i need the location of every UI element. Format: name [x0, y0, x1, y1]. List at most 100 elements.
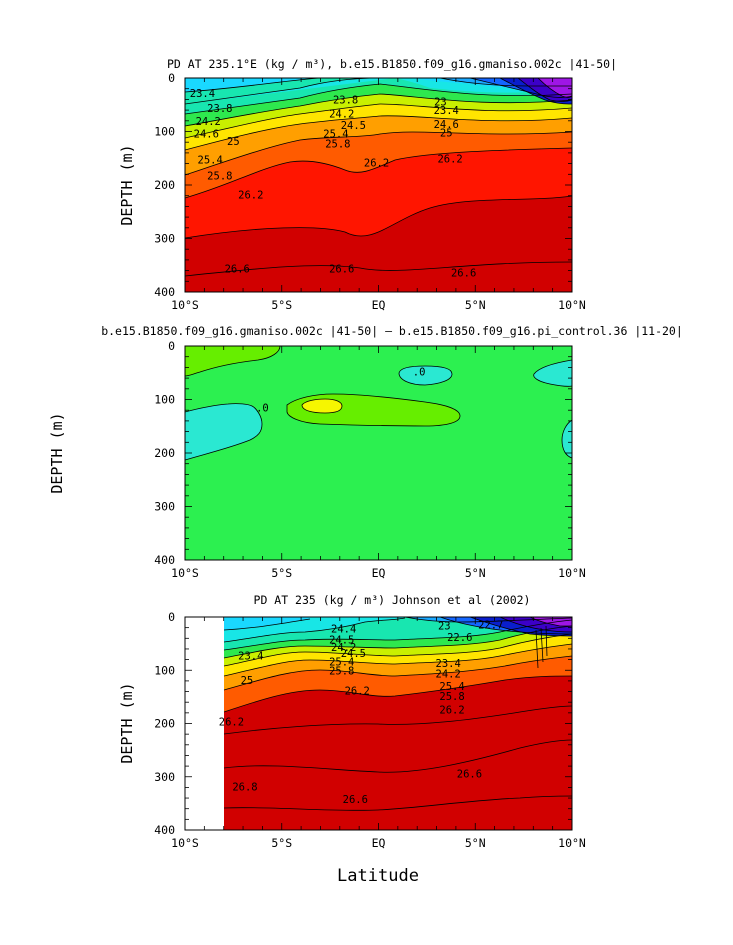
panel-3-contour-line — [223, 643, 572, 677]
y-tick-label: 200 — [154, 446, 175, 460]
contour-label: .0 — [256, 403, 269, 415]
panel-3-contour-line — [223, 633, 572, 667]
panel-1-contour-line — [185, 78, 321, 93]
band3-light-blue — [224, 617, 310, 630]
contour-label: 25.8 — [329, 665, 354, 677]
contour-label: 24.2 — [329, 108, 354, 120]
y-tick-label: 0 — [168, 339, 175, 353]
y-tick-label: 100 — [154, 663, 175, 677]
panel-3-contour-line — [499, 617, 572, 633]
diff-region-north-cyan — [398, 365, 453, 386]
panel-1-contour-lines — [185, 78, 572, 277]
panel-1-ticks: 10°S 5°S EQ 5°N 10°N 0 100 200 300 400 — [154, 71, 586, 312]
panel-1-contour-line — [185, 93, 572, 127]
x-tick-label: EQ — [372, 298, 386, 312]
contour-label: 25.4 — [439, 681, 464, 693]
y-tick-label: 200 — [154, 178, 175, 192]
panel-1: PD AT 235.1°E (kg / m³), b.e15.B1850.f09… — [118, 57, 617, 312]
diff-region-north-lime — [185, 346, 281, 377]
x-tick-label: EQ — [372, 566, 386, 580]
contour-label: 25.8 — [439, 691, 464, 703]
x-tick-label: 10°N — [558, 836, 586, 850]
diff-region-yellow — [301, 398, 343, 414]
contour-label: 25.4 — [329, 657, 354, 669]
panel-1-contour-line — [185, 147, 572, 199]
panel-3-contour-line — [223, 617, 406, 643]
panel-3-contour-line — [223, 618, 311, 631]
y-tick-label: 100 — [154, 393, 175, 407]
contour-label: 26.2 — [364, 158, 389, 170]
contour-label: 23.4 — [238, 650, 263, 662]
contour-label: 25.8 — [325, 138, 350, 150]
contour-label: 24.6 — [434, 119, 459, 131]
contour-label: 26.6 — [225, 263, 250, 275]
panel-3-contour-lines — [223, 617, 572, 811]
contour-label: 23.8 — [207, 103, 232, 115]
panel-1-title: PD AT 235.1°E (kg / m³), b.e15.B1850.f09… — [167, 57, 617, 71]
panel-1-contour-line — [185, 261, 572, 277]
diff-region-west — [185, 403, 263, 461]
y-tick-label: 200 — [154, 717, 175, 731]
contour-label: 23.4 — [436, 658, 461, 670]
panel-1-ylabel: DEPTH (m) — [118, 144, 136, 225]
panel-3-contour-line — [223, 705, 572, 735]
contour-label: 22.6 — [447, 632, 472, 644]
y-tick-label: 400 — [154, 553, 175, 567]
x-tick-label: 10°N — [558, 566, 586, 580]
contour-label: 24.2 — [196, 116, 221, 128]
panel-2: b.e15.B1850.f09_g16.gmaniso.002c |41-50|… — [48, 324, 683, 580]
y-tick-label: 300 — [154, 770, 175, 784]
contour-label: 26.2 — [219, 716, 244, 728]
contour-label: 25 — [241, 675, 254, 687]
x-tick-label: 10°S — [171, 566, 199, 580]
x-axis-label: Latitude — [337, 866, 419, 886]
contour-label: 24.5 — [329, 634, 354, 646]
panel-3-contour-line — [469, 617, 572, 637]
panel-1-contour-line — [185, 115, 572, 151]
diff-region-east-lower — [561, 419, 572, 459]
contour-label: 22.7 — [478, 619, 503, 631]
contour-label: 26.6 — [343, 794, 368, 806]
panel-1-contour-line — [185, 103, 572, 139]
contour-label: 24.4 — [331, 624, 356, 636]
panel-1-contour-line — [185, 78, 381, 105]
contour-label: 26.8 — [232, 781, 257, 793]
x-tick-label: 5°N — [465, 566, 486, 580]
contour-label: 25.4 — [198, 154, 223, 166]
panel-3-contour-line — [223, 625, 572, 659]
x-tick-label: 10°N — [558, 298, 586, 312]
contour-label: 24.5 — [341, 648, 366, 660]
panel-2-plot-area: .0 .0 — [185, 346, 572, 560]
panel-3-contour-line — [223, 739, 572, 773]
contour-label: 25.8 — [207, 170, 232, 182]
contour-label: 26.2 — [238, 190, 263, 202]
panel-3-ticks: 10°S 5°S EQ 5°N 10°N 0 100 200 300 400 — [154, 610, 586, 850]
contour-label: 26.6 — [329, 263, 354, 275]
contour-label: 24.2 — [436, 668, 461, 680]
panel-2-ylabel: DEPTH (m) — [48, 412, 66, 493]
x-tick-label: 10°S — [171, 298, 199, 312]
panel-1-contour-line — [185, 83, 572, 115]
contour-label: 23 — [434, 97, 447, 109]
diff-region-east-upper — [533, 359, 572, 387]
contour-label: 23 — [438, 621, 451, 633]
panel-3-contour-line — [535, 625, 548, 669]
panel-3-contour-line — [223, 675, 572, 713]
panel-3-plot-area: 23.42526.226.826.626.624.424.524.224.525… — [219, 617, 572, 830]
diff-field-base — [185, 346, 572, 560]
x-tick-label: 5°S — [271, 566, 292, 580]
contour-label: 24.6 — [194, 129, 219, 141]
contour-label: 26.2 — [439, 705, 464, 717]
y-tick-label: 0 — [168, 71, 175, 85]
panel-3-ylabel: DEPTH (m) — [118, 682, 136, 763]
panel-2-title: b.e15.B1850.f09_g16.gmaniso.002c |41-50|… — [101, 324, 683, 338]
panel-3-contour-line — [223, 795, 572, 811]
panel-2-ticks: 10°S 5°S EQ 5°N 10°N 0 100 200 300 400 — [154, 339, 586, 580]
band-purple — [538, 78, 572, 98]
y-tick-label: 100 — [154, 125, 175, 139]
panel-3-contour-line — [529, 617, 572, 627]
panel-1-contour-line — [185, 131, 572, 176]
contour-label: 23.8 — [333, 94, 358, 106]
